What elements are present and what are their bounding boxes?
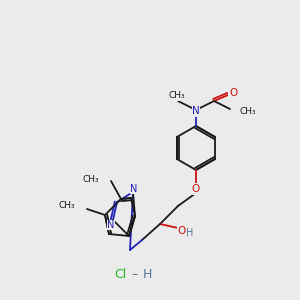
Text: –: –	[132, 268, 138, 281]
Text: CH₃: CH₃	[240, 106, 256, 116]
Text: N: N	[130, 184, 138, 194]
Text: N: N	[107, 220, 115, 230]
Text: H: H	[142, 268, 152, 281]
Text: Cl: Cl	[114, 268, 126, 281]
Text: H: H	[186, 228, 194, 238]
Text: O: O	[229, 88, 237, 98]
Text: CH₃: CH₃	[58, 200, 75, 209]
Text: CH₃: CH₃	[169, 92, 185, 100]
Text: O: O	[192, 184, 200, 194]
Text: N: N	[192, 106, 200, 116]
Text: CH₃: CH₃	[82, 175, 99, 184]
Text: O: O	[178, 226, 186, 236]
